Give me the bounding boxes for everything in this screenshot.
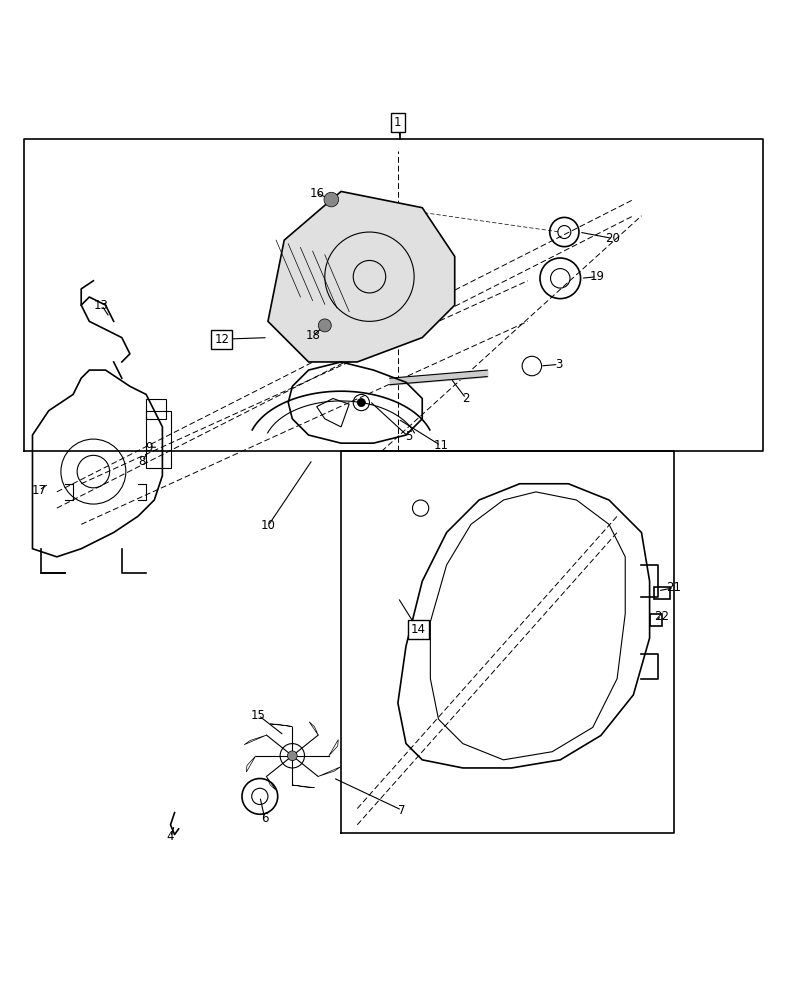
Circle shape xyxy=(318,319,331,332)
Text: 5: 5 xyxy=(404,430,412,443)
Text: 6: 6 xyxy=(260,812,268,825)
Text: 18: 18 xyxy=(305,329,320,342)
Text: 16: 16 xyxy=(309,187,324,200)
Text: 7: 7 xyxy=(397,804,406,817)
Text: 21: 21 xyxy=(666,581,680,594)
Text: 17: 17 xyxy=(32,484,46,497)
Bar xyxy=(146,398,166,419)
Text: 4: 4 xyxy=(166,830,174,843)
Text: 1: 1 xyxy=(393,116,401,129)
Circle shape xyxy=(287,751,297,761)
Text: 19: 19 xyxy=(589,270,603,283)
Bar xyxy=(653,587,669,599)
Text: 8: 8 xyxy=(138,455,146,468)
Text: 12: 12 xyxy=(214,333,229,346)
Text: 11: 11 xyxy=(433,439,448,452)
Text: 2: 2 xyxy=(461,392,470,405)
Text: 10: 10 xyxy=(260,519,275,532)
Bar xyxy=(146,411,170,468)
Text: 15: 15 xyxy=(251,709,265,722)
Polygon shape xyxy=(268,191,454,362)
Circle shape xyxy=(357,399,365,407)
Text: 22: 22 xyxy=(654,610,668,623)
Text: 9: 9 xyxy=(144,441,152,454)
Circle shape xyxy=(324,192,338,207)
Text: 13: 13 xyxy=(94,299,109,312)
Text: 14: 14 xyxy=(410,623,425,636)
Text: 3: 3 xyxy=(554,358,562,371)
Bar xyxy=(649,614,661,626)
Text: 20: 20 xyxy=(605,232,620,245)
